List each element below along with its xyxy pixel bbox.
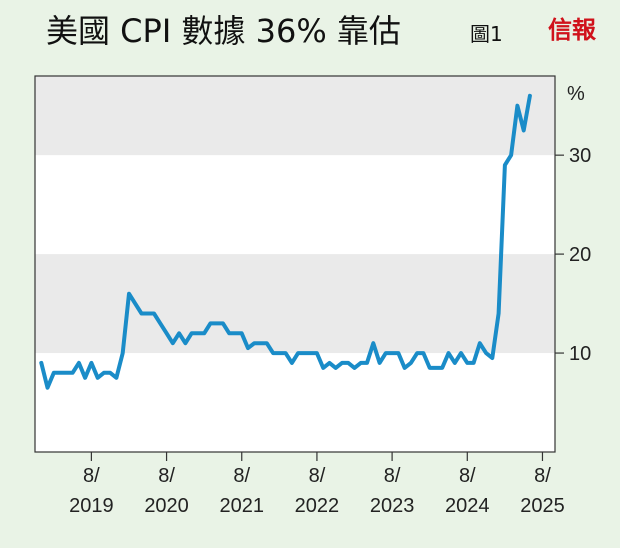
cpi-series-line [39, 93, 532, 390]
y-axis: 10 20 30 [555, 145, 591, 365]
plot-frame [34, 75, 556, 453]
x-tick-label-year: 2022 [295, 495, 340, 517]
x-tick-label-month: 8/ [459, 465, 476, 487]
y-tick-label: 10 [569, 343, 591, 365]
y-tick-label: 30 [569, 145, 591, 167]
x-tick-label-month: 8/ [534, 465, 551, 487]
x-tick-label-month: 8/ [158, 465, 175, 487]
x-tick-label-month: 8/ [233, 465, 250, 487]
chart-title: 美國 CPI 數據 36% 靠估 [46, 12, 401, 50]
x-tick-label-year: 2021 [219, 495, 264, 517]
x-tick-label-year: 2024 [445, 495, 490, 517]
shaded-band [35, 76, 555, 156]
brand-logo: 信報 [548, 15, 596, 44]
x-tick-label-year: 2025 [520, 495, 565, 517]
x-axis: 8/2019 8/2020 8/2021 8/2022 8/2023 8/2024 8/20… [69, 452, 565, 517]
x-tick-label-year: 2019 [69, 495, 114, 517]
y-axis-unit: % [567, 83, 585, 105]
x-tick-label-year: 2020 [144, 495, 189, 517]
shaded-band [35, 254, 555, 354]
x-tick-label-month: 8/ [384, 465, 401, 487]
figure-label: 圖1 [470, 22, 503, 46]
shaded-bands [35, 76, 555, 452]
x-tick-label-month: 8/ [83, 465, 100, 487]
x-tick-label-year: 2023 [370, 495, 415, 517]
y-tick-label: 20 [569, 244, 591, 266]
x-tick-label-month: 8/ [309, 465, 326, 487]
